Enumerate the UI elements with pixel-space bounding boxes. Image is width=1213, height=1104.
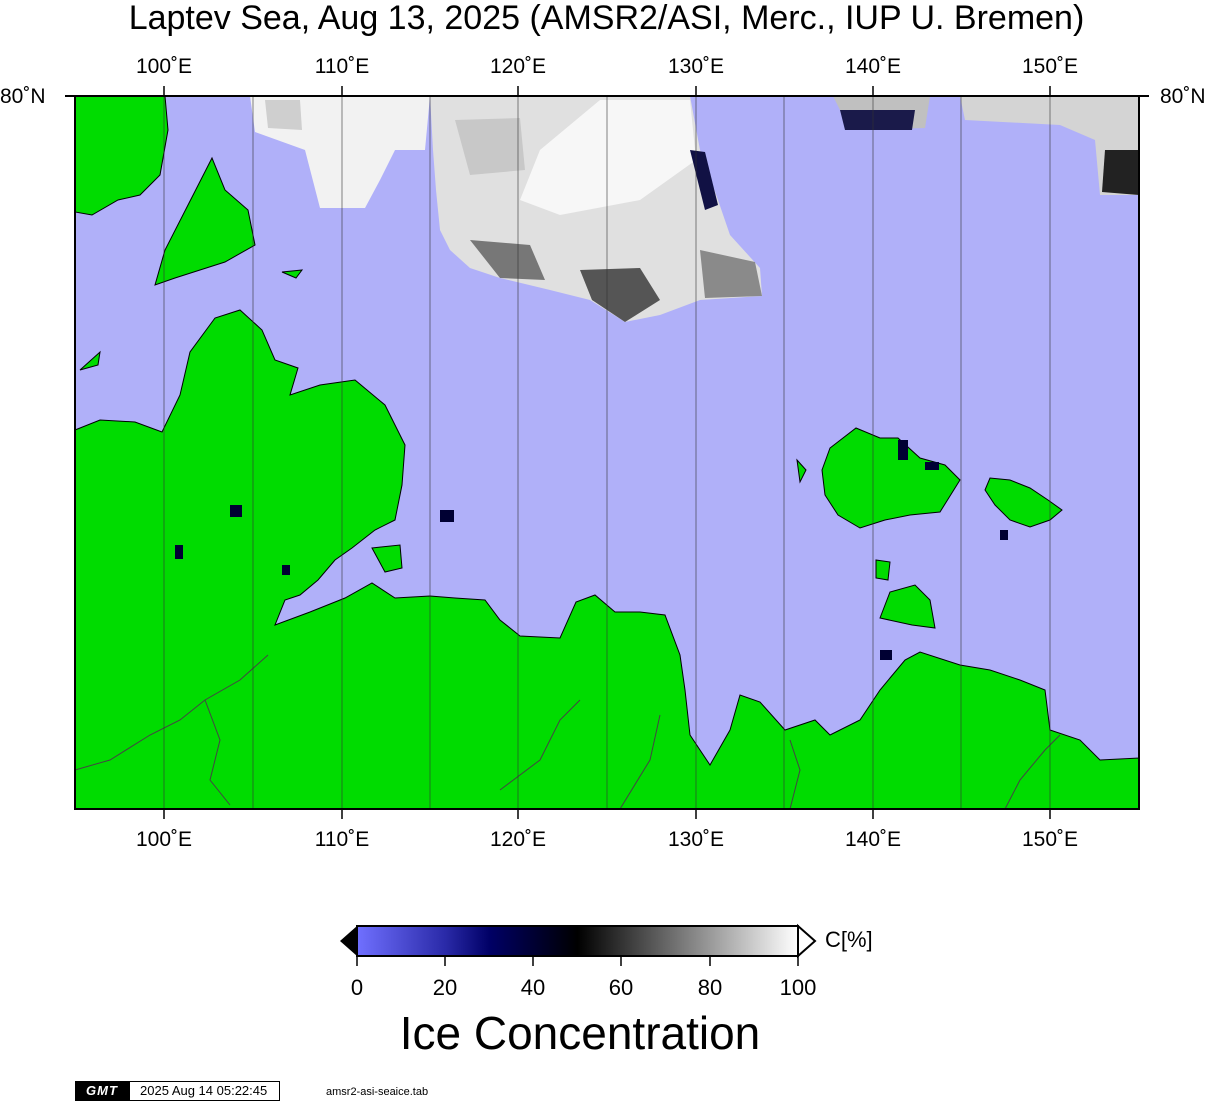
land-siberian-mainland [74, 309, 1140, 810]
map-title: Laptev Sea, Aug 13, 2025 (AMSR2/ASI, Mer… [128, 0, 1085, 37]
lon-label-bottom-110: 110˚E [314, 828, 370, 851]
colorbar-tick-0: 0 [350, 975, 364, 1000]
lon-label-top-110: 110˚E [314, 55, 370, 78]
map-frame [74, 95, 1140, 810]
lon-label-bottom-140: 140˚E [844, 828, 902, 851]
lon-label-top-100: 100˚E [135, 55, 193, 78]
lat-label-left-80: 80˚N [0, 85, 46, 108]
lon-label-bottom-130: 130˚E [667, 828, 725, 851]
lon-label-top-120: 120˚E [489, 55, 547, 78]
lon-label-top-130: 130˚E [667, 55, 725, 78]
coastal-ice [175, 440, 1008, 660]
gmt-timestamp: 2025 Aug 14 05:22:45 [129, 1081, 281, 1101]
lat-label-right-80: 80˚N [1160, 85, 1206, 108]
land-islet-1 [281, 269, 304, 279]
colorbar [340, 923, 817, 966]
colorbar-tick-20: 20 [432, 975, 458, 1000]
land-bolshevik-island [154, 156, 256, 286]
land-kotelny-island [821, 427, 961, 529]
colorbar-high-triangle [797, 923, 817, 959]
sea-ice-field [250, 96, 1139, 322]
land-masses [74, 95, 1140, 810]
gmt-filename: amsr2-asi-seaice.tab [326, 1086, 429, 1098]
lon-label-bottom-100: 100˚E [135, 828, 193, 851]
colorbar-gradient [356, 925, 799, 957]
lon-label-bottom-150: 150˚E [1021, 828, 1079, 851]
land-novaya-sibir-island [984, 477, 1063, 528]
land-islet-4 [796, 458, 807, 484]
land-boundaries [74, 654, 1061, 810]
land-islet-3 [371, 544, 403, 573]
graticule [163, 96, 1051, 809]
land-severnaya-zemlya [74, 95, 169, 216]
colorbar-low-triangle [340, 926, 357, 956]
colorbar-unit-label: C[%] [825, 927, 873, 952]
colorbar-tick-60: 60 [608, 975, 634, 1000]
lon-label-bottom-120: 120˚E [489, 828, 547, 851]
lon-label-top-140: 140˚E [844, 55, 902, 78]
colorbar-tick-40: 40 [520, 975, 546, 1000]
gmt-logo: GMT [75, 1081, 129, 1101]
colorbar-tick-80: 80 [697, 975, 723, 1000]
land-lyakhovsky-island [879, 584, 936, 629]
land-islet-5 [875, 559, 891, 581]
colorbar-title: Ice Concentration [399, 1007, 761, 1059]
colorbar-tick-100: 100 [779, 975, 817, 1000]
lon-label-top-150: 150˚E [1021, 55, 1079, 78]
land-islet-2 [79, 350, 101, 371]
